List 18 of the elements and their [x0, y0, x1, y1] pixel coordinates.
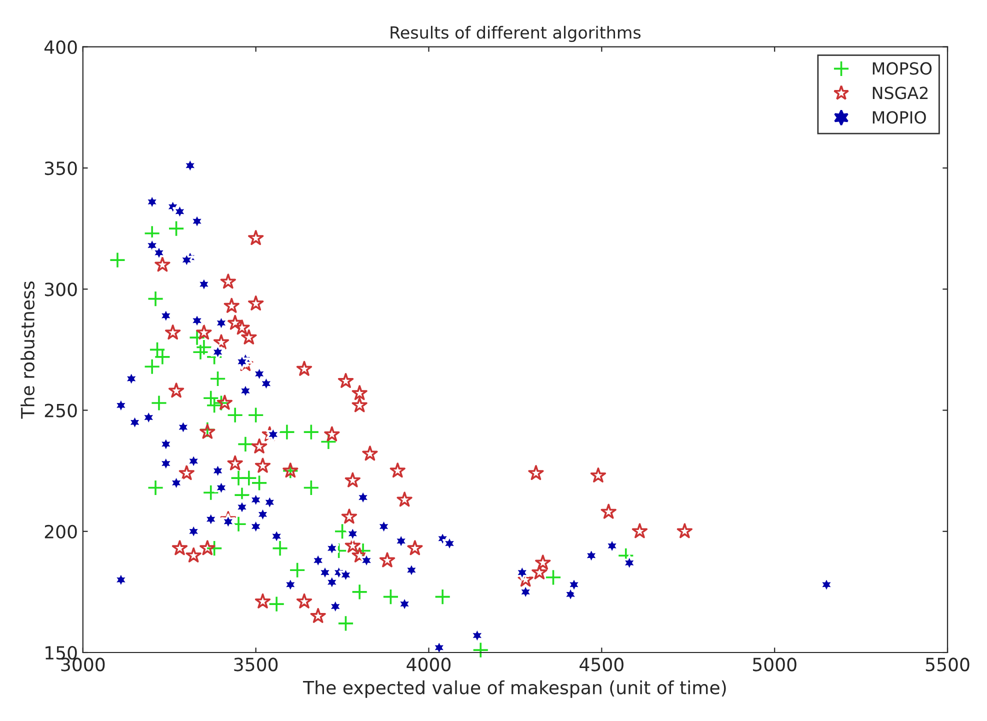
- legend-label: MOPSO: [872, 62, 932, 75]
- y-tick-label: 250: [44, 404, 77, 418]
- chart-title: Results of different algorithms: [390, 26, 641, 42]
- y-tick-label: 300: [44, 282, 77, 296]
- y-tick-label: 400: [44, 40, 77, 54]
- x-tick-label: 4000: [406, 658, 451, 672]
- x-tick-label: 5500: [926, 658, 970, 672]
- x-axis-title: The expected value of makespan (unit of time): [303, 680, 726, 698]
- legend-label: MOPIO: [872, 111, 926, 124]
- x-tick-label: 5000: [753, 658, 796, 672]
- x-tick-label: 4500: [580, 658, 624, 672]
- y-tick-label: 150: [46, 646, 77, 660]
- y-tick-label: 200: [44, 524, 77, 538]
- x-tick-label: 3000: [61, 658, 105, 672]
- y-tick-label: 350: [44, 161, 77, 176]
- x-tick-label: 3500: [234, 658, 278, 672]
- y-axis-title: The robustness: [20, 281, 35, 419]
- legend-label: NSGA2: [872, 86, 928, 100]
